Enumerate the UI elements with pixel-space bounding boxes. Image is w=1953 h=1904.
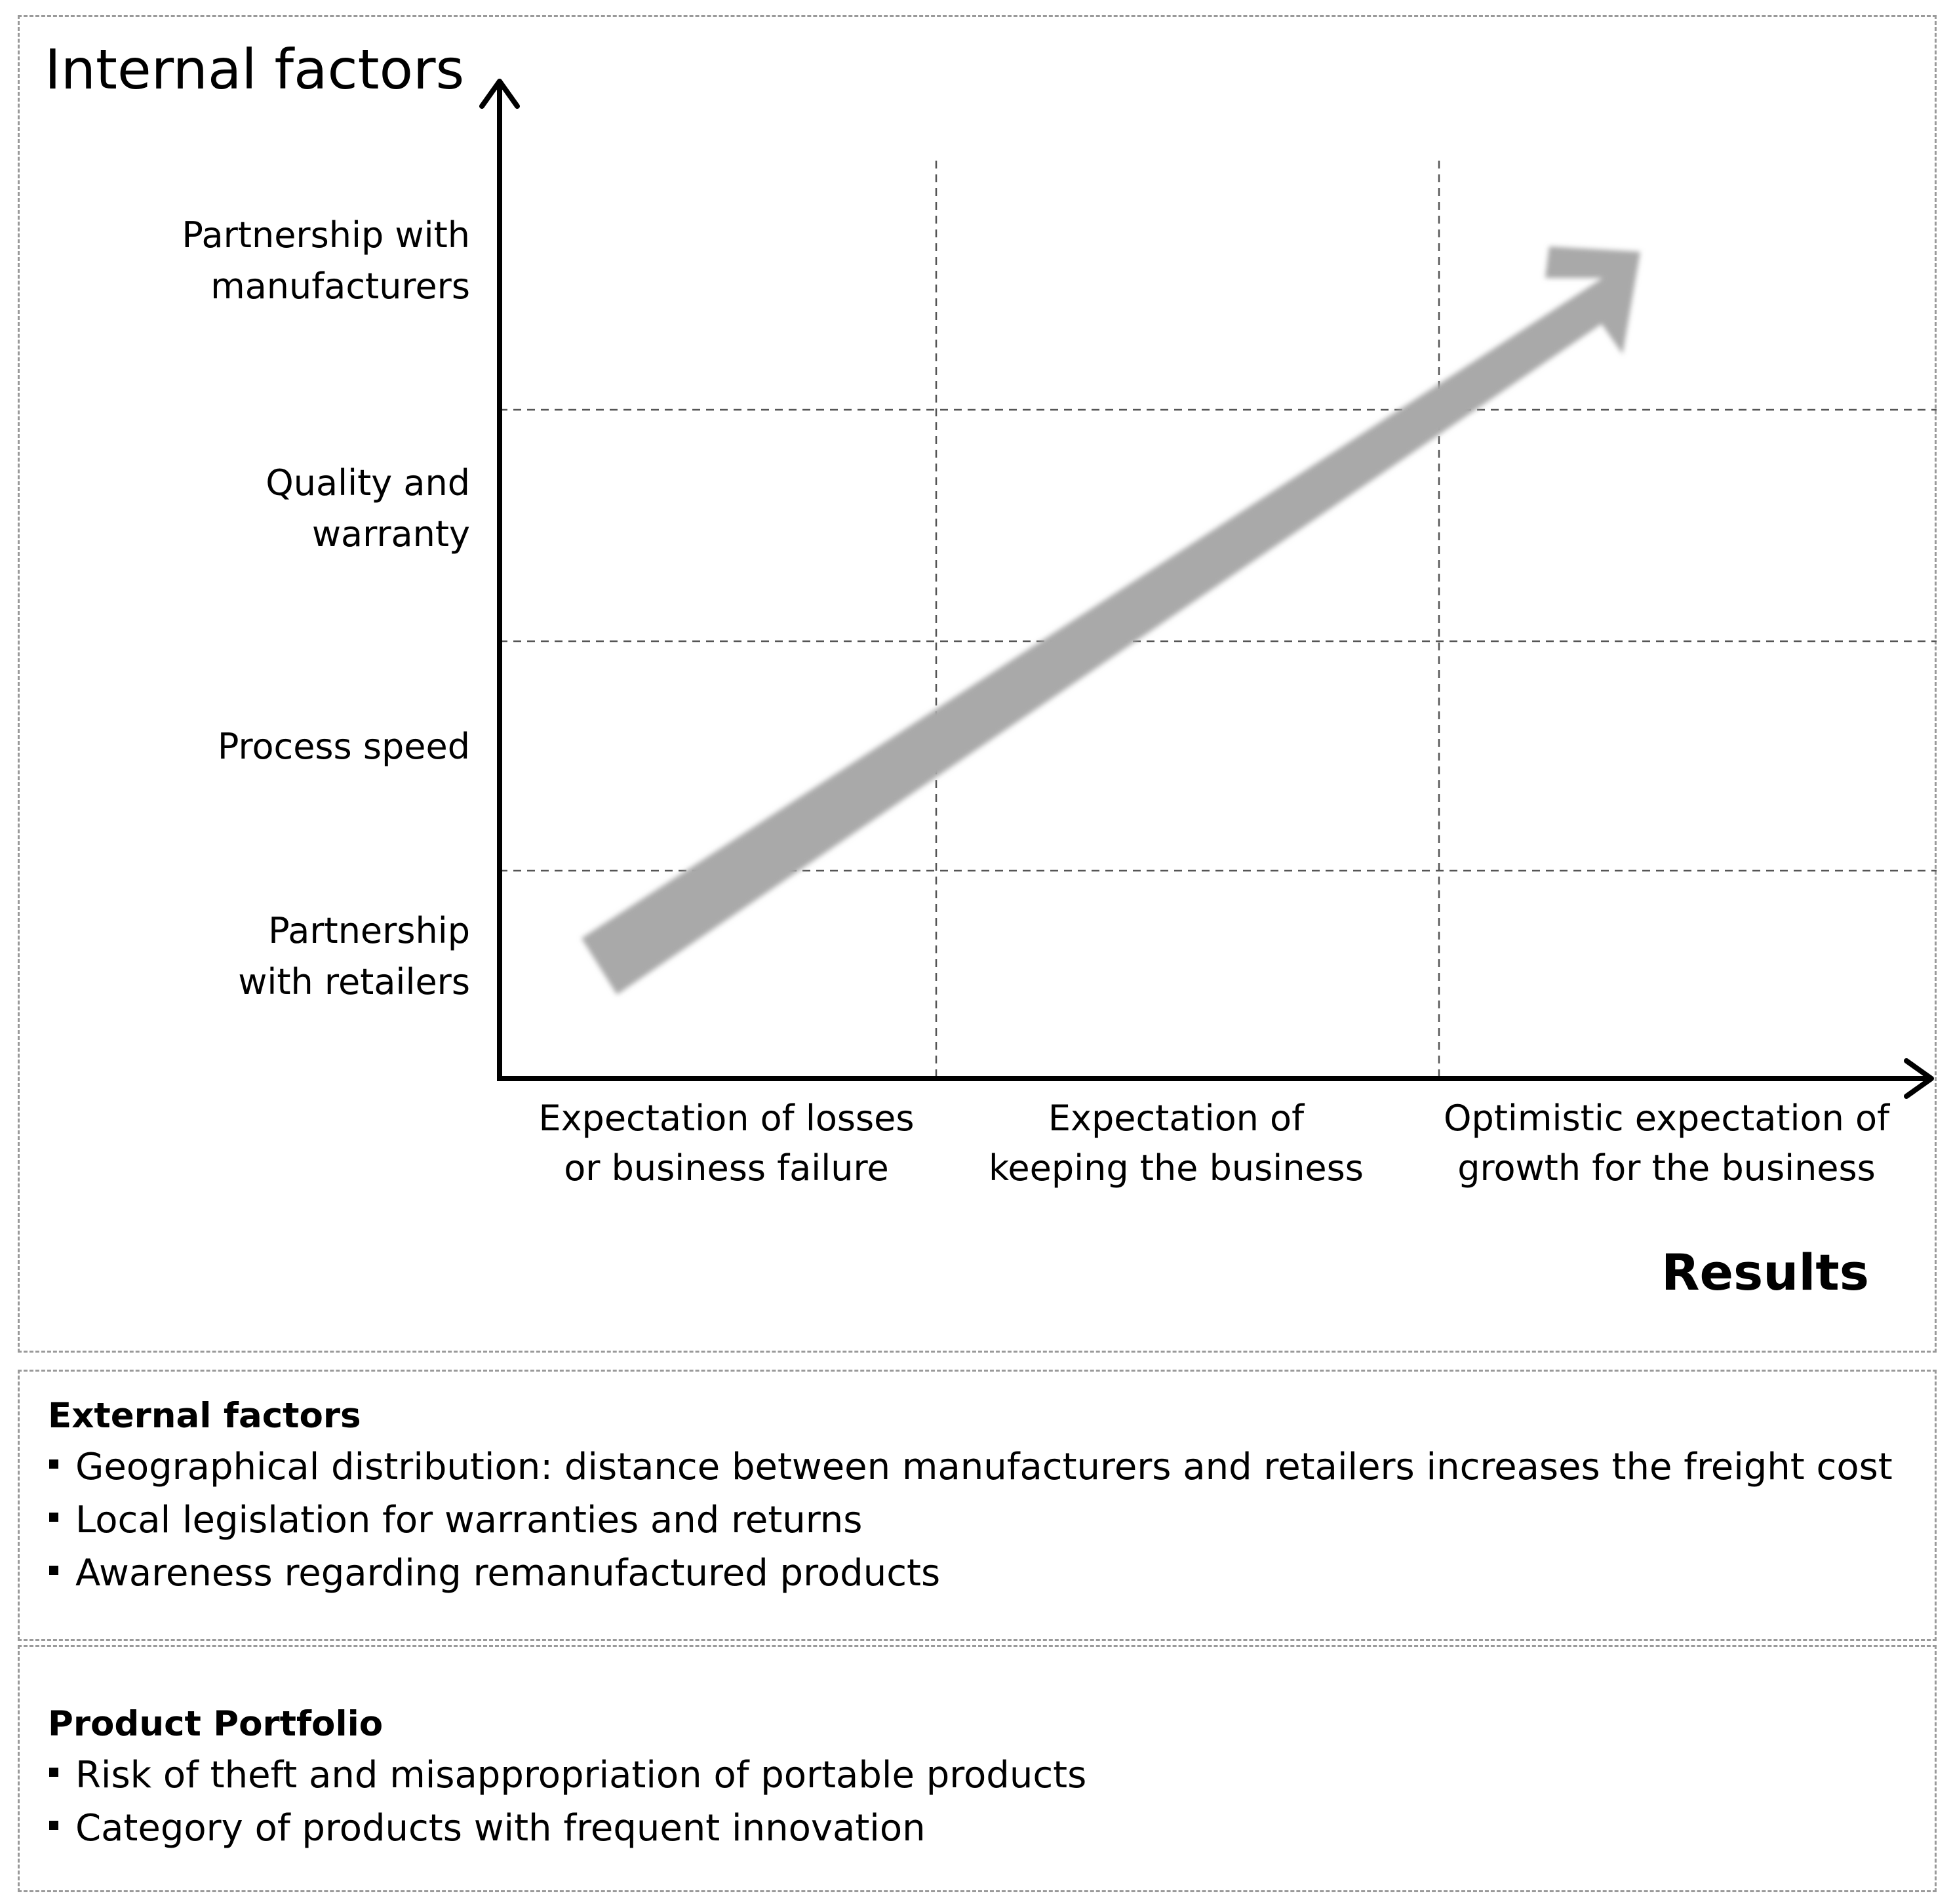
- x-axis-title: Results: [1661, 1243, 1869, 1301]
- list-item: Category of products with frequent innov…: [46, 1802, 1086, 1855]
- y-axis-arrowhead: [479, 79, 520, 109]
- list-item: Local legislation for warranties and ret…: [46, 1494, 1893, 1547]
- external-factors-panel: External factors Geographical distributi…: [18, 1370, 1937, 1641]
- y-level-label: Partnership with manufacturers: [182, 214, 470, 307]
- y-level-label: Process speed: [217, 726, 470, 767]
- external-factors-heading: External factors: [48, 1396, 361, 1436]
- diagram-panel: [18, 15, 1937, 1353]
- list-item: Risk of theft and misappropriation of po…: [46, 1749, 1086, 1802]
- list-item: Awareness regarding remanufactured produ…: [46, 1547, 1893, 1600]
- external-factors-list: Geographical distribution: distance betw…: [46, 1440, 1893, 1600]
- y-level-label: Partnership with retailers: [238, 910, 470, 1002]
- product-portfolio-panel: Product Portfolio Risk of theft and misa…: [18, 1645, 1937, 1892]
- grid-lines: [500, 161, 1937, 1079]
- trend-arrow-shape: [582, 247, 1640, 995]
- list-item: Geographical distribution: distance betw…: [46, 1440, 1893, 1494]
- product-portfolio-heading: Product Portfolio: [48, 1704, 384, 1744]
- x-category-label: Expectation of keeping the business: [989, 1098, 1364, 1189]
- x-category-label: Optimistic expectation of growth for the…: [1443, 1098, 1890, 1189]
- x-axis-arrowhead: [1904, 1058, 1934, 1099]
- y-axis-title: Internal factors: [45, 37, 465, 102]
- y-level-label: Quality and warranty: [266, 462, 470, 555]
- trend-arrow: [582, 247, 1640, 995]
- x-category-label: Expectation of losses or business failur…: [538, 1098, 915, 1189]
- axes: [479, 79, 1934, 1099]
- product-portfolio-list: Risk of theft and misappropriation of po…: [46, 1749, 1086, 1855]
